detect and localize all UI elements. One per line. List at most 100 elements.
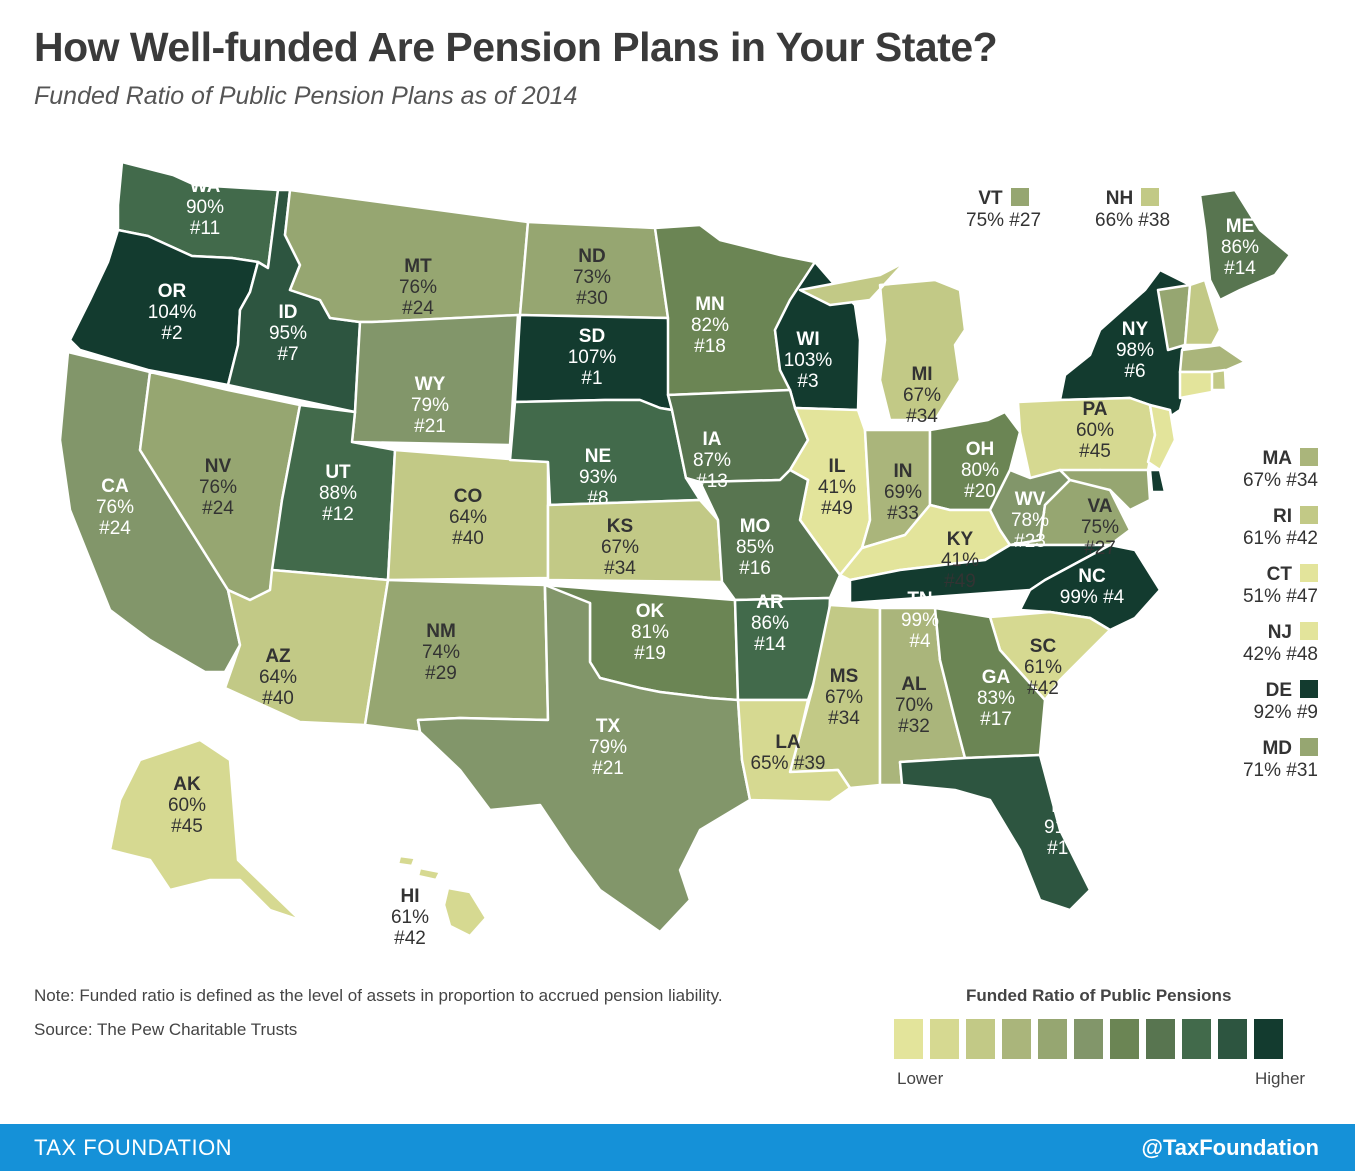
- label-az-abbr: AZ: [265, 646, 291, 667]
- state-md[interactable]: [1058, 468, 1152, 512]
- legend-swatch-7: [1110, 1019, 1139, 1059]
- callout-ma-swatch: [1300, 448, 1318, 466]
- legend-swatch-4: [1002, 1019, 1031, 1059]
- label-fl-value: 91%: [1044, 817, 1082, 838]
- label-or-rank: #2: [161, 323, 182, 344]
- label-co-abbr: CO: [454, 486, 483, 507]
- label-il-abbr: IL: [829, 456, 846, 477]
- state-ct[interactable]: [1178, 370, 1214, 400]
- label-ok-value: 81%: [631, 622, 669, 643]
- label-sd-abbr: SD: [579, 326, 605, 347]
- footer-brand: TAX FOUNDATION: [34, 1134, 233, 1160]
- label-la: LA 65% #39: [750, 732, 825, 774]
- label-fl-rank: #10: [1047, 838, 1079, 859]
- state-fl[interactable]: [898, 753, 1092, 912]
- label-in: IN 69% #33: [884, 461, 922, 524]
- label-tx-rank: #21: [592, 758, 624, 779]
- state-hi[interactable]: [396, 854, 488, 938]
- legend-swatch-9: [1182, 1019, 1211, 1059]
- label-wv-rank: #23: [1014, 531, 1046, 552]
- legend-swatch-3: [966, 1019, 995, 1059]
- label-nd-abbr: ND: [578, 246, 605, 267]
- label-sc: SC 61% #42: [1024, 636, 1062, 699]
- label-ut-value: 88%: [319, 483, 357, 504]
- label-ky-value: 41%: [941, 550, 979, 571]
- state-tx[interactable]: [416, 583, 752, 934]
- state-me[interactable]: [1198, 188, 1292, 302]
- label-ga: GA 83% #17: [977, 667, 1015, 730]
- callout-de-swatch: [1300, 680, 1318, 698]
- callout-ma-abbr: MA: [1262, 448, 1292, 469]
- state-mo[interactable]: [698, 468, 842, 602]
- label-wy-abbr: WY: [415, 374, 446, 395]
- label-wi: WI 103% #3: [784, 329, 833, 392]
- label-wv-abbr: WV: [1015, 489, 1046, 510]
- label-oh-rank: #20: [964, 481, 996, 502]
- label-nm-value: 74%: [422, 642, 460, 663]
- state-ak[interactable]: [108, 738, 302, 922]
- label-oh-value: 80%: [961, 460, 999, 481]
- callout-de-abbr: DE: [1265, 680, 1292, 701]
- state-de[interactable]: [1148, 468, 1167, 494]
- legend-high-label: Higher: [1255, 1069, 1306, 1088]
- state-ny[interactable]: [1058, 268, 1192, 422]
- callout-md-swatch: [1300, 738, 1318, 756]
- label-mi-rank: #34: [906, 406, 938, 427]
- label-tn: TN 99% #4: [901, 589, 939, 652]
- label-ar-value: 86%: [751, 613, 789, 634]
- state-nc[interactable]: [1018, 543, 1162, 632]
- label-wa: WA 90% #11: [186, 176, 224, 239]
- label-oh-abbr: OH: [966, 439, 995, 460]
- label-sc-abbr: SC: [1030, 636, 1057, 657]
- label-sc-rank: #42: [1027, 678, 1059, 699]
- label-ks-value: 67%: [601, 537, 639, 558]
- label-ca: CA 76% #24: [96, 476, 134, 539]
- callout-nh-swatch: [1141, 188, 1160, 206]
- label-nc-value: 99% #4: [1060, 587, 1125, 608]
- label-va-rank: #27: [1084, 538, 1116, 559]
- footnote-source: Source: The Pew Charitable Trusts: [34, 1020, 298, 1039]
- label-co-value: 64%: [449, 507, 487, 528]
- callout-nj-swatch: [1300, 622, 1318, 640]
- state-nh[interactable]: [1183, 278, 1222, 347]
- label-az-value: 64%: [259, 667, 297, 688]
- state-shapes: [58, 160, 1292, 938]
- label-ar-rank: #14: [754, 634, 786, 655]
- label-mo: MO 85% #16: [736, 516, 774, 579]
- state-mi[interactable]: [798, 260, 967, 422]
- label-mn-value: 82%: [691, 315, 729, 336]
- label-ak-value: 60%: [168, 795, 206, 816]
- footnote-note: Note: Funded ratio is defined as the lev…: [34, 986, 723, 1005]
- label-tn-value: 99%: [901, 610, 939, 631]
- label-ga-rank: #17: [980, 709, 1012, 730]
- page-title: How Well-funded Are Pension Plans in You…: [34, 24, 998, 70]
- label-tx: TX 79% #21: [589, 716, 627, 779]
- state-la[interactable]: [736, 698, 852, 804]
- callout-vt: VT 75% #27: [966, 188, 1041, 232]
- label-wy-rank: #21: [414, 416, 446, 437]
- label-or-abbr: OR: [158, 281, 187, 302]
- label-nv: NV 76% #24: [199, 456, 237, 519]
- label-tn-rank: #4: [909, 631, 931, 652]
- label-ca-abbr: CA: [101, 476, 129, 497]
- label-in-rank: #33: [887, 503, 919, 524]
- label-wa-rank: #11: [190, 218, 220, 239]
- callout-nh-abbr: NH: [1105, 188, 1134, 209]
- label-sd-value: 107%: [568, 347, 617, 368]
- state-ia[interactable]: [666, 388, 810, 484]
- label-tx-abbr: TX: [596, 716, 621, 737]
- label-me-value: 86%: [1221, 237, 1259, 258]
- label-mn: MN 82% #18: [691, 294, 729, 357]
- label-or-value: 104%: [148, 302, 197, 323]
- label-ar-abbr: AR: [756, 592, 784, 613]
- label-pa-abbr: PA: [1083, 399, 1108, 420]
- label-al-rank: #32: [898, 716, 930, 737]
- label-ms-value: 67%: [825, 687, 863, 708]
- callout-ri-abbr: RI: [1273, 506, 1292, 527]
- label-nm-abbr: NM: [426, 621, 456, 642]
- footer-handle[interactable]: @TaxFoundation: [1141, 1134, 1319, 1160]
- state-ma[interactable]: [1178, 343, 1247, 374]
- callout-ri: RI 61% #42: [1218, 506, 1318, 550]
- label-ca-rank: #24: [99, 518, 131, 539]
